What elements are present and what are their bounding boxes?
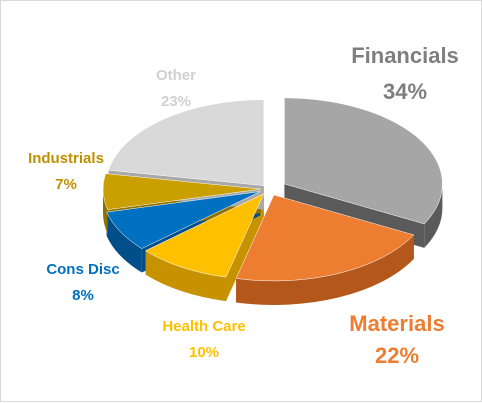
slice-rim-materials — [236, 234, 414, 305]
slice-pct-health-care: 10% — [189, 344, 219, 361]
slice-pct-materials: 22% — [375, 343, 419, 368]
slice-pct-cons-disc: 8% — [72, 287, 94, 304]
slice-rim-cons-disc — [106, 212, 142, 273]
slice-label-health-care: Health Care — [162, 318, 245, 335]
pie-slice-industrials — [102, 173, 262, 210]
slice-label-other: Other — [156, 67, 196, 84]
pie-slice-cons-disc — [106, 191, 261, 249]
slice-labels: Financials 34% Materials 22% Health Care 10% C… — [28, 43, 459, 368]
slice-pct-other: 23% — [161, 93, 191, 110]
slice-label-financials: Financials — [351, 43, 459, 68]
slice-label-materials: Materials — [349, 311, 444, 336]
slice-pct-financials: 34% — [383, 79, 427, 104]
slice-pct-industrials: 7% — [55, 176, 77, 193]
slice-label-industrials: Industrials — [28, 150, 104, 167]
pie-slice-financials — [284, 97, 443, 225]
slice-tops — [102, 97, 443, 282]
pie-slice-health-care — [145, 193, 265, 278]
pie-slice-other — [108, 99, 265, 186]
pie-slice-materials — [235, 194, 415, 282]
slice-rim-health-care — [145, 250, 227, 302]
slice-rim-financials — [424, 183, 443, 248]
slice-label-cons-disc: Cons Disc — [46, 261, 119, 278]
